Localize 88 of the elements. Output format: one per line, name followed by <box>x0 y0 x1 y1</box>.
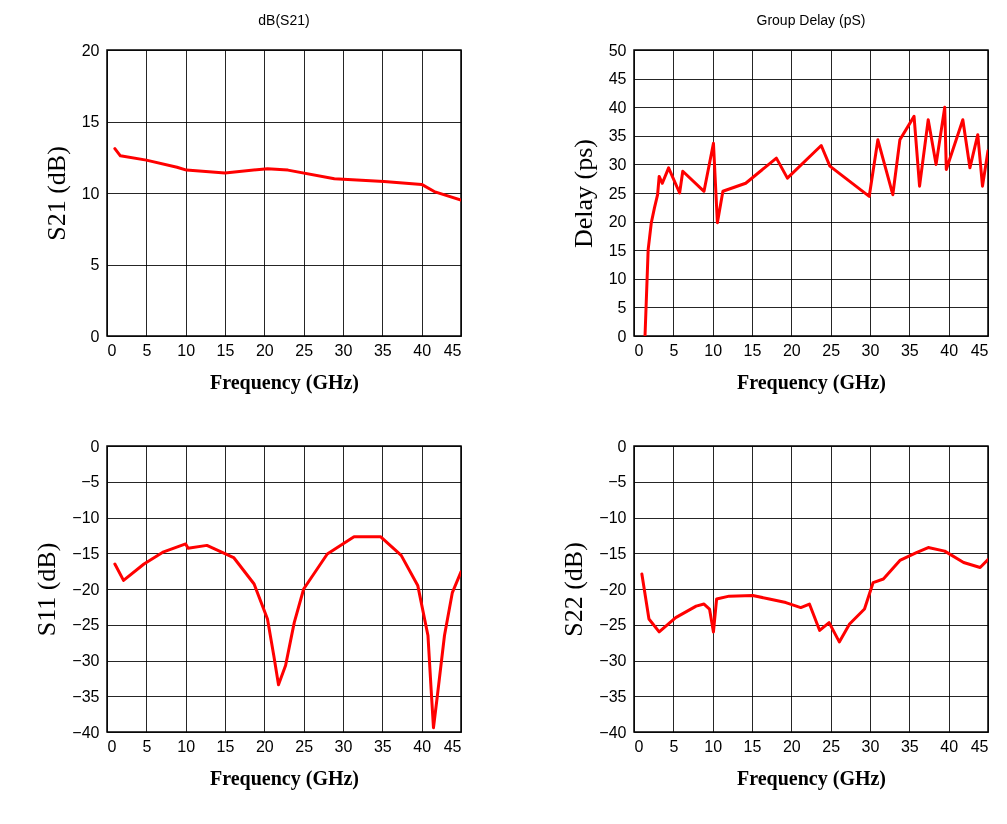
x-tick-label: 10 <box>177 341 196 359</box>
x-tick-label: 5 <box>669 341 679 359</box>
y-tick-label: −20 <box>599 580 627 598</box>
x-tick-label: 20 <box>255 737 274 755</box>
x-tick-label: 40 <box>940 341 959 359</box>
y-tick-label: 20 <box>81 41 100 59</box>
y-tick-label: −35 <box>72 687 100 705</box>
line-series <box>643 105 988 336</box>
y-tick-label: 5 <box>617 298 627 316</box>
y-tick-label: −25 <box>72 616 100 634</box>
x-tick-label: 40 <box>413 341 432 359</box>
y-tick-label: 0 <box>617 327 627 345</box>
y-tick-label: 0 <box>617 437 627 455</box>
x-tick-label: 35 <box>373 341 392 359</box>
x-tick-label: 25 <box>822 737 841 755</box>
x-tick-label: 30 <box>334 737 353 755</box>
y-axis-title: Delay (ps) <box>568 138 598 249</box>
y-axis-title: S11 (dB) <box>32 542 62 637</box>
x-tick-label: 30 <box>334 341 353 359</box>
x-axis-title: Frequency (GHz) <box>209 370 360 394</box>
y-tick-label: 10 <box>608 270 627 288</box>
y-tick-label: −25 <box>599 616 627 634</box>
x-tick-label: 0 <box>107 737 117 755</box>
x-tick-label: 25 <box>295 737 314 755</box>
x-axis-title: Frequency (GHz) <box>736 370 887 394</box>
y-tick-label: −30 <box>599 652 627 669</box>
y-tick-label: 30 <box>608 155 627 173</box>
x-tick-label: 45 <box>443 737 462 755</box>
x-tick-label: 40 <box>940 737 959 755</box>
line-series <box>113 535 461 730</box>
y-axis-title: S21 (dB) <box>41 146 71 241</box>
x-tick-label: 0 <box>634 341 644 359</box>
x-tick-label: 30 <box>861 341 880 359</box>
y-tick-label: −40 <box>599 723 627 741</box>
y-tick-label: 25 <box>608 184 627 202</box>
x-tick-label: 10 <box>704 737 723 755</box>
x-tick-label: 35 <box>900 737 919 755</box>
x-tick-label: 5 <box>142 737 152 755</box>
line-series <box>113 147 461 202</box>
y-tick-label: −15 <box>72 544 100 562</box>
x-tick-label: 5 <box>669 737 679 755</box>
x-tick-label: 20 <box>255 341 274 359</box>
x-tick-label: 30 <box>861 737 880 755</box>
y-tick-label: 45 <box>608 70 627 88</box>
x-tick-label: 0 <box>107 341 117 359</box>
x-tick-label: 40 <box>413 737 432 755</box>
y-tick-label: 0 <box>90 327 100 345</box>
y-tick-label: −35 <box>599 687 627 705</box>
y-tick-label: 35 <box>608 127 627 145</box>
x-tick-label: 25 <box>822 341 841 359</box>
x-tick-label: 10 <box>177 737 196 755</box>
x-tick-label: 15 <box>743 341 762 359</box>
y-tick-label: −10 <box>599 509 627 526</box>
y-tick-label: −30 <box>72 652 100 669</box>
x-tick-label: 20 <box>782 341 801 359</box>
y-axis-title: S22 (dB) <box>559 542 589 637</box>
x-axis-title: Frequency (GHz) <box>209 766 360 790</box>
x-tick-label: 45 <box>970 737 989 755</box>
y-tick-label: 20 <box>608 213 627 231</box>
chart-title: Group Delay (pS) <box>756 12 866 28</box>
y-tick-label: 5 <box>90 256 100 273</box>
y-tick-label: −15 <box>599 544 627 562</box>
y-tick-label: 15 <box>81 113 100 130</box>
x-tick-label: 5 <box>142 341 152 359</box>
x-axis-title: Frequency (GHz) <box>736 766 887 790</box>
x-tick-label: 45 <box>970 341 989 359</box>
x-tick-label: 15 <box>743 737 762 755</box>
y-tick-label: 10 <box>81 184 100 202</box>
x-tick-label: 35 <box>900 341 919 359</box>
y-tick-label: −5 <box>608 473 627 491</box>
y-tick-label: 40 <box>608 98 627 116</box>
x-tick-label: 0 <box>634 737 644 755</box>
line-series <box>640 546 988 644</box>
x-tick-label: 10 <box>704 341 723 359</box>
chart-title: dB(S21) <box>258 12 310 28</box>
y-tick-label: −5 <box>81 473 100 491</box>
x-tick-label: 15 <box>216 341 235 359</box>
x-tick-label: 15 <box>216 737 235 755</box>
x-tick-label: 25 <box>295 341 314 359</box>
y-tick-label: 15 <box>608 241 627 259</box>
x-tick-label: 35 <box>373 737 392 755</box>
y-tick-label: 50 <box>608 41 627 59</box>
x-tick-label: 20 <box>782 737 801 755</box>
y-tick-label: −10 <box>72 509 100 526</box>
y-tick-label: 0 <box>90 437 100 455</box>
y-tick-label: −40 <box>72 723 100 741</box>
y-tick-label: −20 <box>72 580 100 598</box>
x-tick-label: 45 <box>443 341 462 359</box>
